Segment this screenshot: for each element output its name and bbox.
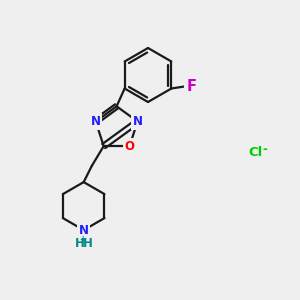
Text: F: F [186,79,197,94]
Text: Cl: Cl [248,146,262,158]
Text: N: N [133,115,142,128]
Text: +: + [80,235,86,244]
Text: O: O [124,140,134,153]
Text: H: H [83,237,93,250]
Text: N: N [91,115,101,128]
Text: N: N [79,224,89,237]
Text: H: H [75,237,85,250]
Text: -: - [262,142,267,155]
